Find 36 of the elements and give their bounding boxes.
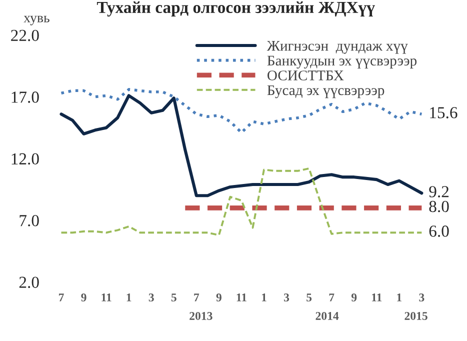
x-tick-label: 1 (126, 294, 132, 302)
y-tick-label: 12.0 (12, 153, 39, 165)
data-label: 8.0 (429, 200, 449, 212)
y-tick-label: 17.0 (12, 92, 39, 103)
x-tick-label: 11 (102, 294, 112, 302)
x-tick-label: 1 (397, 294, 402, 302)
y-tick-label: 22.0 (11, 30, 39, 42)
x-tick-label: 7 (329, 294, 334, 302)
x-tick-label: 11 (372, 294, 382, 302)
text: 2013 (190, 312, 212, 320)
legend-label: Банкуудын эх үүсвэрээр (267, 56, 417, 69)
text: 2015 (404, 312, 428, 320)
data-label: 15.6 (430, 107, 458, 118)
y-axis-title: хувь (24, 16, 50, 26)
x-tick-label: 9 (81, 293, 86, 302)
x-tick-label: 1 (262, 294, 266, 302)
x-tick-label: 5 (306, 294, 312, 302)
legend-label: Бусад эх үүсвэрээр (267, 85, 384, 98)
x-tick-label: 9 (216, 293, 222, 302)
text: 2014 (316, 312, 339, 320)
x-tick-label: 3 (419, 293, 424, 302)
chart-title: Тухайн сард олгосон зээлийн ЖДХүү (96, 1, 375, 16)
x-tick-label: 5 (171, 294, 176, 302)
x-tick-label: 3 (284, 293, 290, 302)
legend-label: ОСИСТТБХ (268, 70, 344, 80)
line-series (60, 167, 423, 236)
y-tick-label: 2.0 (19, 276, 39, 288)
x-tick-label: 3 (148, 293, 154, 302)
legend-label: Жигнэсэн дундаж хүү (266, 41, 408, 54)
y-tick-label: 7.0 (20, 214, 39, 226)
data-label: 9.2 (429, 186, 449, 198)
x-tick-label: 11 (236, 294, 246, 302)
x-tick-label: 9 (351, 293, 357, 302)
x-tick-label: 7 (58, 294, 64, 302)
data-label: 6.0 (429, 226, 449, 237)
x-tick-label: 7 (194, 294, 200, 302)
